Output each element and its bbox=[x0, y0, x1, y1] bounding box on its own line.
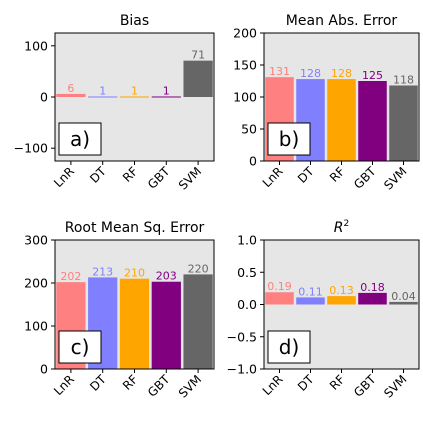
panel-label-box bbox=[58, 330, 102, 364]
y-tick-label: 0 bbox=[40, 362, 48, 377]
chart-title: Bias bbox=[120, 13, 149, 29]
y-tick-label: 1.0 bbox=[237, 233, 257, 248]
bar-rf bbox=[327, 79, 356, 161]
x-tick-label-svm: SVM bbox=[176, 372, 204, 400]
data-label-gbt: 125 bbox=[362, 69, 383, 82]
panel-label: d) bbox=[279, 335, 300, 359]
data-label-svm: 118 bbox=[393, 73, 414, 86]
data-label-lnr: 6 bbox=[67, 82, 74, 95]
data-label-svm: 0.04 bbox=[391, 290, 416, 303]
bar-rf bbox=[119, 96, 150, 98]
data-label-rf: 1 bbox=[131, 84, 138, 97]
y-tick-label: 200 bbox=[24, 276, 48, 291]
data-label-gbt: 1 bbox=[163, 84, 170, 97]
bar-gbt bbox=[358, 292, 387, 305]
bar-dt bbox=[88, 96, 118, 98]
panel-label-box bbox=[58, 122, 102, 156]
x-tick-label-gbt: GBT bbox=[351, 164, 379, 192]
panel-label: c) bbox=[71, 335, 90, 359]
y-tick-label: −0.5 bbox=[227, 329, 257, 344]
x-tick-label-gbt: GBT bbox=[351, 372, 379, 400]
data-label-rf: 210 bbox=[124, 267, 145, 280]
x-tick-label-svm: SVM bbox=[381, 372, 409, 400]
bar-gbt bbox=[358, 81, 387, 161]
panel-label-box bbox=[267, 122, 311, 156]
x-tick-label-rf: RF bbox=[120, 164, 141, 185]
plot-frame bbox=[263, 239, 420, 370]
data-label-rf: 0.13 bbox=[329, 284, 354, 297]
y-tick-label: 0.5 bbox=[237, 265, 257, 280]
panel-label: b) bbox=[279, 127, 300, 151]
bar-rf bbox=[327, 296, 356, 305]
data-label-lnr: 0.19 bbox=[267, 280, 292, 293]
x-tick-label-dt: DT bbox=[295, 372, 317, 394]
y-tick-label: −100 bbox=[14, 141, 48, 156]
data-label-lnr: 131 bbox=[269, 65, 290, 78]
y-tick-label: −1.0 bbox=[227, 362, 257, 377]
x-tick-label-lnr: LnR bbox=[51, 164, 77, 190]
plot-frame bbox=[54, 32, 215, 162]
bar-svm bbox=[389, 85, 418, 161]
y-tick-label: 100 bbox=[24, 319, 48, 334]
bar-gbt bbox=[151, 281, 181, 369]
chart-panel-1: Bias 6 LnR 1 DT 1 RF 1 GBT 71 SVM −100 0 100 a) bbox=[14, 13, 215, 193]
y-tick-label: 300 bbox=[24, 233, 48, 248]
x-tick-label-rf: RF bbox=[327, 164, 348, 185]
data-label-gbt: 0.18 bbox=[360, 281, 385, 294]
x-tick-label-dt: DT bbox=[87, 164, 109, 186]
x-tick-label-svm: SVM bbox=[176, 164, 204, 192]
x-tick-label-rf: RF bbox=[120, 372, 141, 393]
data-label-dt: 213 bbox=[92, 265, 113, 278]
chart-title: Mean Abs. Error bbox=[286, 13, 398, 29]
bar-svm bbox=[183, 60, 213, 97]
x-tick-label-lnr: LnR bbox=[260, 372, 286, 398]
y-tick-label: 100 bbox=[24, 38, 48, 53]
chart-panel-3: Root Mean Sq. Error 202 LnR 213 DT 210 RF 203 GB… bbox=[24, 220, 215, 401]
y-tick-label: 50 bbox=[241, 122, 257, 137]
chart-title: Root Mean Sq. Error bbox=[65, 220, 205, 236]
bar-dt bbox=[296, 297, 325, 305]
data-label-lnr: 202 bbox=[60, 270, 81, 283]
bar-svm bbox=[389, 301, 418, 305]
bar-lnr bbox=[265, 292, 294, 305]
bar-rf bbox=[119, 278, 150, 369]
y-tick-label: 150 bbox=[233, 58, 257, 73]
data-label-gbt: 203 bbox=[156, 270, 177, 283]
data-label-rf: 128 bbox=[331, 67, 352, 80]
y-tick-label: 0 bbox=[40, 90, 48, 105]
y-tick-label: 200 bbox=[233, 26, 257, 41]
x-tick-label-dt: DT bbox=[87, 372, 109, 394]
x-tick-label-gbt: GBT bbox=[145, 164, 173, 192]
plot-frame bbox=[263, 32, 420, 162]
x-tick-label-rf: RF bbox=[327, 372, 348, 393]
chart-title: R2 bbox=[334, 219, 349, 236]
y-tick-label: 0 bbox=[249, 154, 257, 169]
bar-gbt bbox=[151, 96, 181, 98]
x-tick-label-gbt: GBT bbox=[145, 372, 173, 400]
y-tick-label: 100 bbox=[233, 90, 257, 105]
data-label-dt: 128 bbox=[300, 67, 321, 80]
plot-frame bbox=[54, 239, 215, 370]
chart-panel-4: R2 0.19 LnR 0.11 DT 0.13 RF 0.18 GBT 0.04 SVM −1.0 −… bbox=[227, 219, 420, 401]
data-label-svm: 220 bbox=[188, 262, 209, 275]
data-label-dt: 1 bbox=[99, 84, 106, 97]
data-label-dt: 0.11 bbox=[298, 285, 323, 298]
data-label-svm: 71 bbox=[191, 49, 205, 62]
bar-lnr bbox=[56, 93, 86, 97]
x-tick-label-dt: DT bbox=[295, 164, 317, 186]
x-tick-label-svm: SVM bbox=[381, 164, 409, 192]
y-tick-label: 0.0 bbox=[237, 297, 257, 312]
x-tick-label-lnr: LnR bbox=[51, 372, 77, 398]
panel-label: a) bbox=[70, 127, 90, 151]
bar-svm bbox=[183, 274, 213, 369]
panel-label-box bbox=[267, 330, 311, 364]
x-tick-label-lnr: LnR bbox=[260, 164, 286, 190]
chart-panel-2: Mean Abs. Error 131 LnR 128 DT 128 RF 125 GBT 118… bbox=[233, 13, 420, 193]
